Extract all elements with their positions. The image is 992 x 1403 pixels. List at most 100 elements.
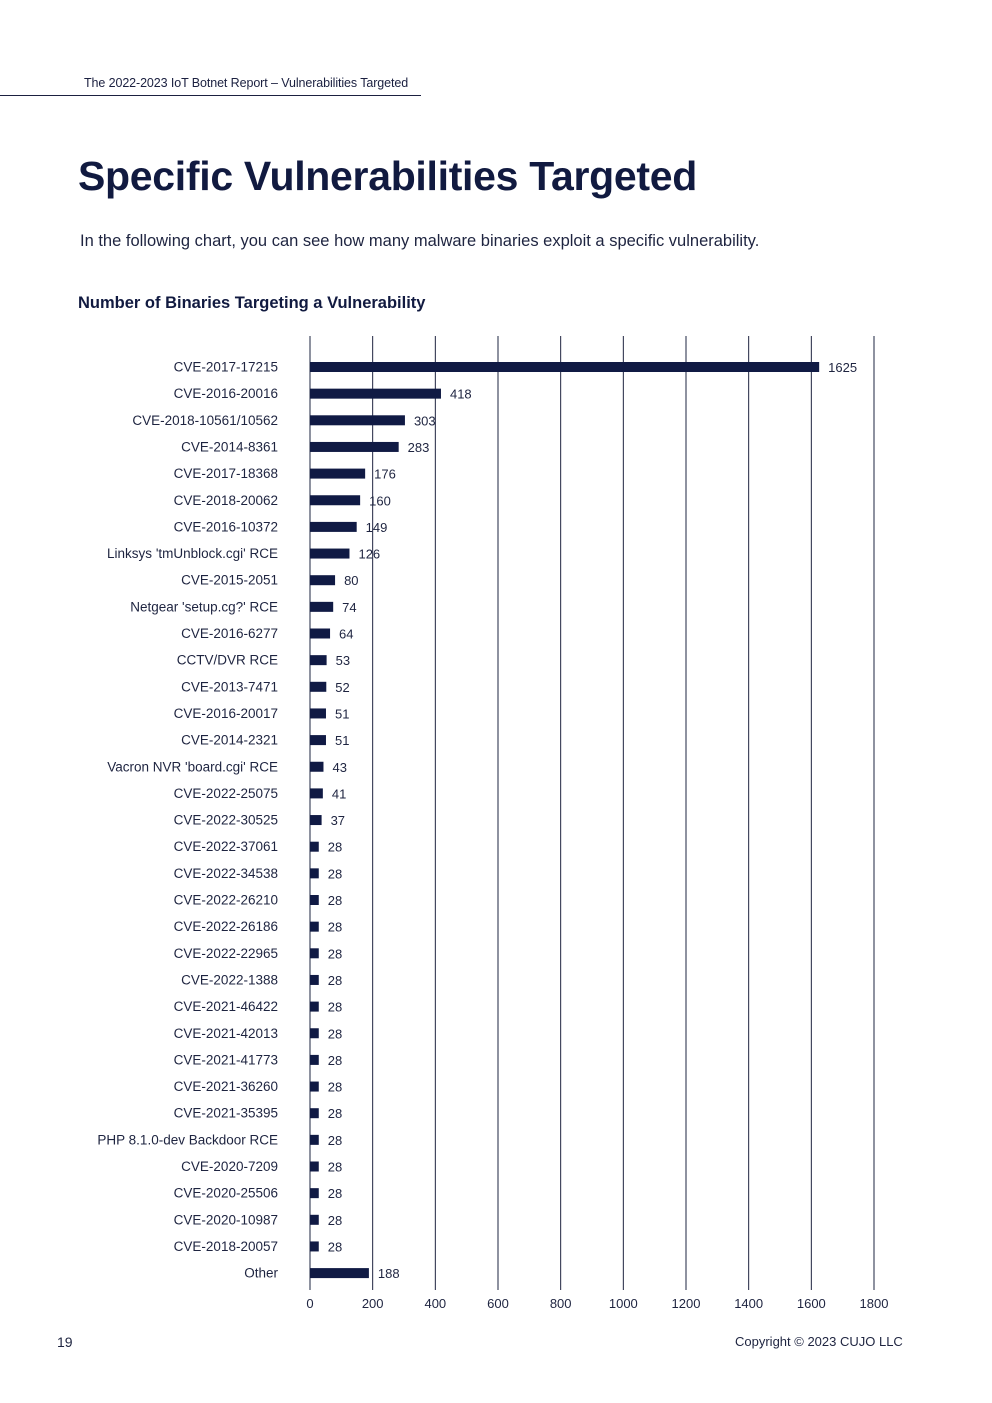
bar — [310, 441, 399, 452]
value-label: 28 — [328, 1133, 342, 1148]
bar — [310, 388, 441, 399]
value-label: 283 — [408, 440, 430, 455]
header-rule — [0, 95, 421, 96]
category-label: CVE-2020-25506 — [174, 1186, 278, 1201]
value-label: 28 — [328, 1239, 342, 1254]
bar — [310, 521, 357, 532]
value-label: 28 — [328, 1186, 342, 1201]
page-number: 19 — [57, 1334, 73, 1350]
category-label: Other — [244, 1266, 278, 1281]
bar — [310, 468, 366, 479]
bar — [310, 815, 322, 826]
category-label: CVE-2022-26186 — [174, 919, 278, 934]
category-label: CVE-2018-10561/10562 — [132, 413, 278, 428]
value-label: 28 — [328, 893, 342, 908]
value-label: 1625 — [828, 360, 857, 375]
category-label: CVE-2013-7471 — [181, 679, 278, 694]
value-label: 41 — [332, 786, 346, 801]
bar — [310, 1001, 319, 1012]
value-label: 303 — [414, 413, 436, 428]
value-label: 188 — [378, 1266, 400, 1281]
value-label: 28 — [328, 1160, 342, 1175]
category-label: Netgear 'setup.cg?' RCE — [130, 599, 278, 614]
value-label: 149 — [366, 520, 388, 535]
category-label: CVE-2016-6277 — [181, 626, 278, 641]
category-label: CVE-2022-22965 — [174, 946, 278, 961]
value-label: 28 — [328, 946, 342, 961]
value-label: 80 — [344, 573, 358, 588]
bar — [310, 1028, 319, 1039]
value-label: 28 — [328, 840, 342, 855]
value-label: 74 — [342, 600, 356, 615]
bar — [310, 1268, 369, 1279]
bar — [310, 1214, 319, 1225]
bar — [310, 1241, 319, 1252]
category-label: CVE-2022-26210 — [174, 893, 278, 908]
category-label: CVE-2014-2321 — [181, 733, 278, 748]
value-label: 51 — [335, 706, 349, 721]
x-tick-label: 0 — [306, 1296, 313, 1311]
value-label: 37 — [331, 813, 345, 828]
x-tick-label: 800 — [550, 1296, 572, 1311]
bar — [310, 601, 334, 612]
bar — [310, 1081, 319, 1092]
value-label: 52 — [335, 680, 349, 695]
category-label: CVE-2018-20057 — [174, 1239, 278, 1254]
x-tick-label: 400 — [424, 1296, 446, 1311]
x-tick-label: 200 — [362, 1296, 384, 1311]
category-label: CCTV/DVR RCE — [177, 653, 278, 668]
bar — [310, 1161, 319, 1172]
bar — [310, 948, 319, 959]
bar — [310, 868, 319, 879]
bar — [310, 708, 326, 719]
value-label: 418 — [450, 387, 472, 402]
category-label: CVE-2022-34538 — [174, 866, 278, 881]
category-label: PHP 8.1.0-dev Backdoor RCE — [97, 1132, 278, 1147]
category-label: CVE-2017-18368 — [174, 466, 278, 481]
bar — [310, 895, 319, 905]
value-label: 51 — [335, 733, 349, 748]
category-label: CVE-2021-46422 — [174, 999, 278, 1014]
value-label: 28 — [328, 1026, 342, 1041]
category-label: CVE-2016-20017 — [174, 706, 278, 721]
copyright: Copyright © 2023 CUJO LLC — [735, 1334, 903, 1349]
bar — [310, 415, 405, 426]
category-label: CVE-2015-2051 — [181, 573, 278, 588]
page-title: Specific Vulnerabilities Targeted — [78, 153, 697, 199]
category-label: CVE-2020-10987 — [174, 1212, 278, 1227]
bar — [310, 921, 319, 932]
category-label: Linksys 'tmUnblock.cgi' RCE — [107, 546, 278, 561]
value-label: 28 — [328, 1213, 342, 1228]
category-label: CVE-2020-7209 — [181, 1159, 278, 1174]
category-label: CVE-2022-37061 — [174, 839, 278, 854]
x-tick-label: 1200 — [672, 1296, 701, 1311]
x-tick-label: 600 — [487, 1296, 509, 1311]
bar — [310, 1188, 319, 1199]
x-tick-label: 1000 — [609, 1296, 638, 1311]
category-label: CVE-2022-1388 — [181, 972, 278, 987]
value-label: 126 — [358, 547, 380, 562]
category-label: CVE-2021-42013 — [174, 1026, 278, 1041]
category-label: CVE-2016-10372 — [174, 519, 278, 534]
x-tick-label: 1400 — [734, 1296, 763, 1311]
bar — [310, 495, 361, 506]
category-label: CVE-2022-25075 — [174, 786, 278, 801]
value-label: 160 — [369, 493, 391, 508]
running-header: The 2022-2023 IoT Botnet Report – Vulner… — [84, 76, 409, 90]
category-label: CVE-2018-20062 — [174, 493, 278, 508]
category-label: CVE-2017-17215 — [174, 360, 278, 375]
category-label: Vacron NVR 'board.cgi' RCE — [107, 759, 278, 774]
bar — [310, 1134, 319, 1145]
intro-text: In the following chart, you can see how … — [80, 232, 760, 250]
bar — [310, 362, 820, 372]
bar — [310, 788, 323, 799]
bar — [310, 575, 336, 586]
value-label: 43 — [332, 760, 346, 775]
value-label: 28 — [328, 1080, 342, 1095]
category-label: CVE-2022-30525 — [174, 813, 278, 828]
category-label: CVE-2021-35395 — [174, 1106, 278, 1121]
category-label: CVE-2014-8361 — [181, 439, 278, 454]
value-label: 176 — [374, 467, 396, 482]
category-label: CVE-2016-20016 — [174, 386, 278, 401]
